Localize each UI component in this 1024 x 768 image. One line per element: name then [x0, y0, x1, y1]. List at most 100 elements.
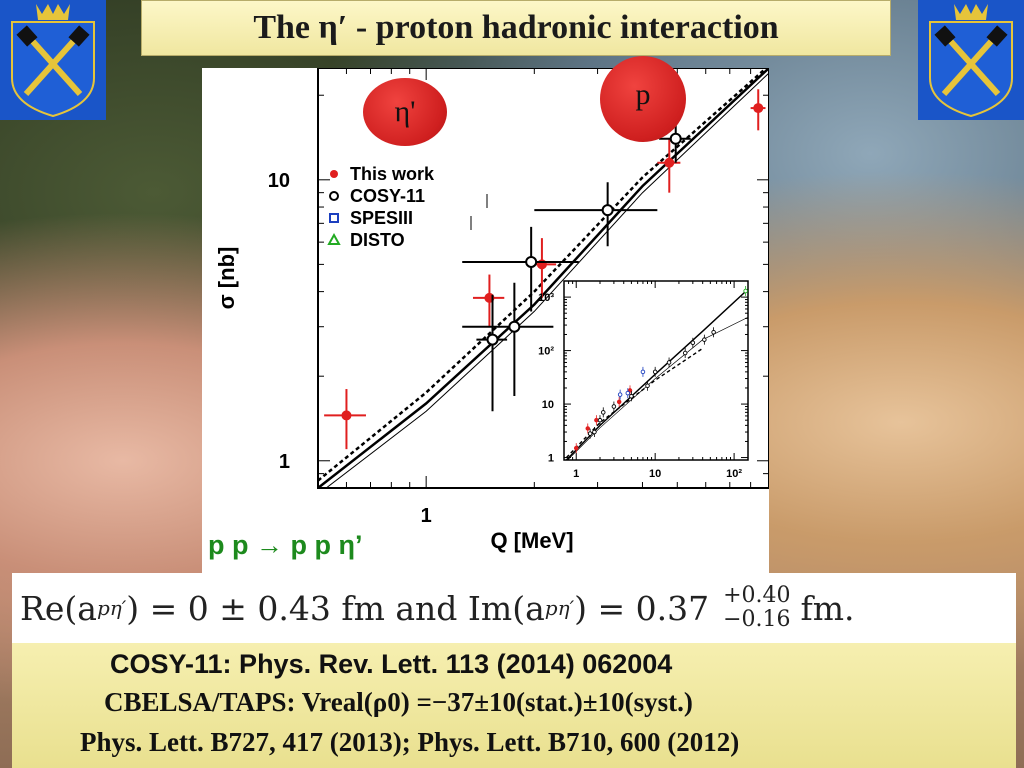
- formula-upper-error: +0.40: [723, 583, 791, 608]
- main-point-this-work: [324, 389, 366, 450]
- main-point-cosy-11: [462, 282, 554, 397]
- main-model-curve-1: [318, 68, 769, 482]
- data-marker: [536, 259, 547, 270]
- legend-label: DISTO: [350, 230, 405, 250]
- inset-y-tick-label: 10²: [538, 345, 554, 357]
- references-panel: COSY-11: Phys. Rev. Lett. 113 (2014) 062…: [12, 643, 1016, 768]
- data-marker: [617, 392, 623, 397]
- data-marker: [601, 204, 614, 217]
- data-marker: [629, 394, 634, 399]
- reference-plb: Phys. Lett. B727, 417 (2013); Phys. Lett…: [80, 727, 740, 757]
- data-marker: [585, 426, 591, 431]
- inset-x-tick-label: 10: [649, 468, 661, 480]
- data-marker: [652, 369, 658, 375]
- data-marker: [669, 132, 682, 145]
- x-axis-label: Q [MeV]: [490, 528, 573, 553]
- main-x-tick-label: 1: [421, 505, 432, 527]
- data-marker: [640, 369, 646, 375]
- data-marker: [587, 431, 593, 436]
- data-marker: [508, 320, 521, 333]
- formula-subscript-2: pη′: [544, 596, 575, 620]
- coat-of-arms-right: [918, 0, 1024, 120]
- main-y-tick-label: 10: [268, 170, 290, 192]
- data-marker: [743, 288, 748, 294]
- data-marker: [702, 337, 707, 342]
- inset-point-cosy-11: [629, 391, 634, 402]
- inset-model-curve-1: [565, 347, 704, 459]
- legend-marker: [327, 232, 341, 245]
- inset-y-tick-label: 10: [542, 399, 554, 411]
- inset-x-tick-label: 10²: [726, 468, 742, 480]
- legend-entry-spesiii: SPESIII: [329, 208, 413, 228]
- inset-point-spesiii: [625, 388, 631, 399]
- legend-label: SPESIII: [350, 208, 413, 228]
- data-marker: [486, 333, 499, 346]
- data-marker: [711, 330, 716, 335]
- inset-point-spesiii: [617, 389, 623, 400]
- inset-point-cosy-11: [652, 366, 658, 377]
- data-marker: [625, 390, 631, 396]
- inset-point-cosy-11: [711, 327, 716, 338]
- data-marker: [616, 399, 622, 405]
- eta-prime-label: η': [394, 95, 416, 128]
- legend-entry-this-work: This work: [330, 164, 435, 184]
- legend-entry-cosy-11: COSY-11: [329, 186, 425, 206]
- data-marker: [525, 255, 538, 268]
- data-marker: [664, 157, 675, 168]
- reference-cbelsa: CBELSA/TAPS: Vreal(ρ0) =−37±10(stat.)±10…: [104, 687, 693, 717]
- inset-point-this-work: [573, 443, 579, 454]
- slide-title-text: The η′ - proton hadronic interaction: [253, 9, 779, 46]
- main-model-curve-2: [325, 72, 769, 488]
- formula-im-value: ) = 0.37: [574, 588, 710, 628]
- proton-label: p: [635, 78, 651, 111]
- main-point-this-work: [750, 89, 766, 131]
- data-marker: [601, 410, 606, 415]
- data-marker: [573, 445, 579, 451]
- data-marker: [645, 383, 650, 389]
- reference-cosy11: COSY-11: Phys. Rev. Lett. 113 (2014) 062…: [110, 649, 673, 679]
- inset-point-disto: [743, 286, 748, 297]
- formula-subscript-1: pη′: [96, 596, 127, 620]
- formula-asymmetric-error: +0.40 −0.16: [723, 584, 790, 632]
- main-point-cosy-11: [659, 118, 691, 163]
- data-marker: [690, 340, 696, 346]
- inset-y-tick-label: 10³: [538, 292, 554, 304]
- inset-point-cosy-11: [601, 407, 606, 418]
- data-marker: [666, 360, 672, 365]
- data-marker: [753, 103, 764, 114]
- inset-point-this-work: [594, 415, 599, 426]
- formula-re: Re(a: [20, 588, 97, 628]
- data-marker: [611, 404, 617, 409]
- data-marker: [627, 388, 633, 393]
- scattering-length-formula: Re(a pη′) = 0 ± 0.43 fm and Im(a pη′) = 0.…: [12, 573, 1016, 643]
- formula-unit: fm.: [800, 588, 855, 628]
- legend-marker: [329, 213, 339, 223]
- legend-label: This work: [350, 164, 435, 184]
- data-marker: [597, 417, 603, 423]
- inset-point-cosy-11: [611, 401, 617, 412]
- inset-point-cosy-11: [645, 380, 650, 391]
- legend-marker: [329, 191, 339, 201]
- main-point-cosy-11: [476, 294, 508, 412]
- inset-point-this-work: [616, 396, 622, 407]
- inset-point-cosy-11: [587, 428, 593, 439]
- inset-point-cosy-11: [682, 348, 688, 359]
- cross-section-plot: 1 1 10 This work COSY-11 SPESIII DISTO Q [MeV] σ…: [202, 67, 770, 574]
- inset-model-curve-2: [567, 317, 748, 460]
- data-marker: [341, 410, 352, 421]
- inset-point-cosy-11: [666, 357, 672, 368]
- main-model-curve-0: [318, 68, 769, 488]
- inset-point-cosy-11: [592, 427, 597, 438]
- formula-re-value: ) = 0 ± 0.43 fm and Im(a: [126, 588, 545, 628]
- coat-of-arms-left: [0, 0, 106, 120]
- inset-point-cosy-11: [597, 415, 603, 426]
- eta-prime-bubble: η': [363, 78, 447, 146]
- proton-bubble: p: [600, 56, 686, 142]
- inset-x-tick-label: 1: [573, 468, 579, 480]
- inset-point-this-work: [585, 423, 591, 434]
- slide-title: The η′ - proton hadronic interaction: [141, 0, 891, 56]
- legend-entry-disto: DISTO: [327, 230, 405, 250]
- main-y-tick-label: 1: [279, 451, 290, 473]
- inset-point-spesiii: [640, 366, 646, 377]
